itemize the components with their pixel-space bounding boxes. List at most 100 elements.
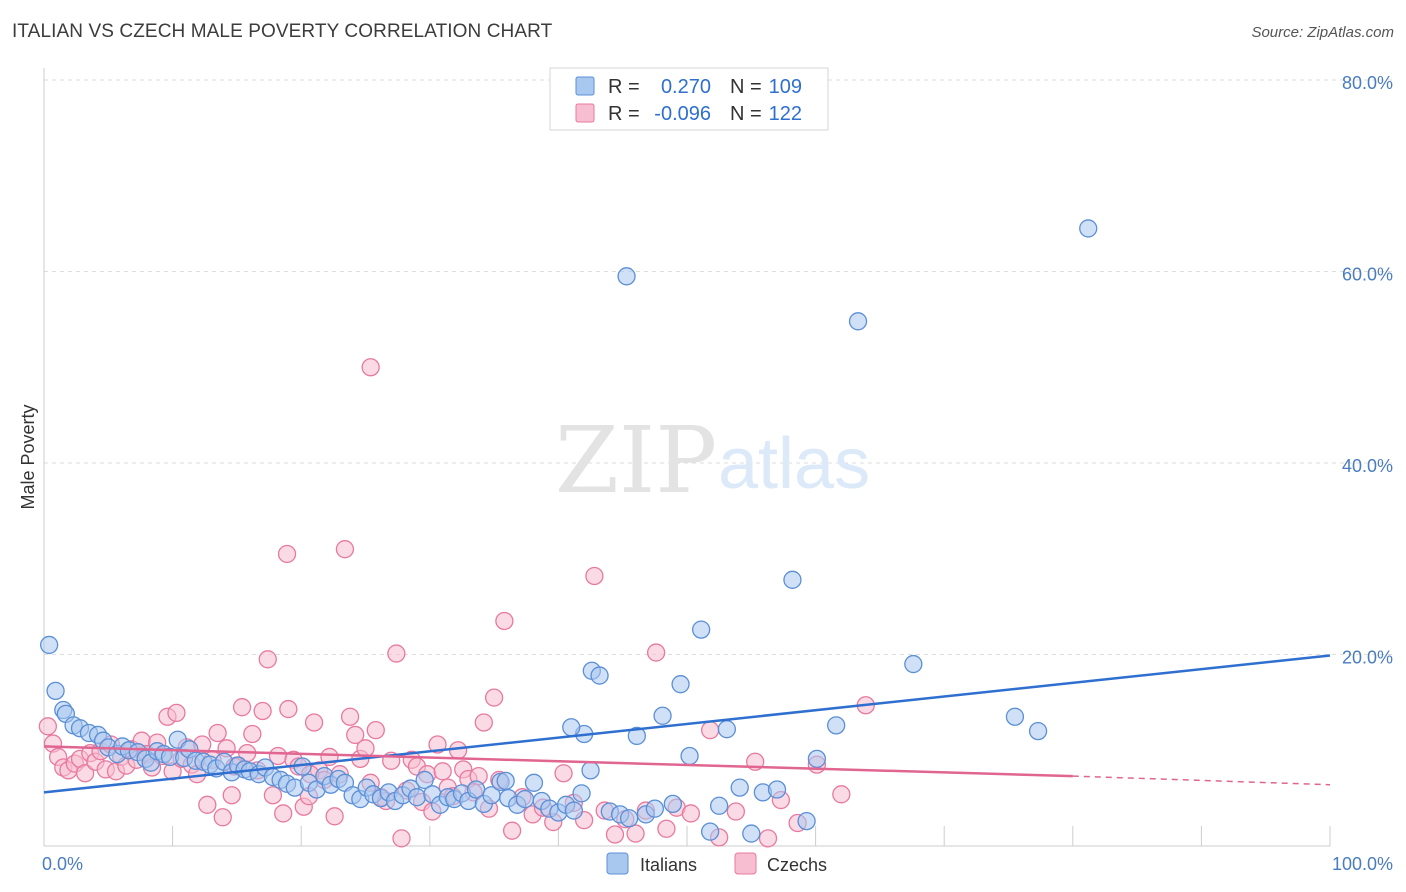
czechs-point-116 (832, 785, 851, 804)
czechs-point-38 (232, 698, 252, 717)
czechs-trend-extension (1072, 775, 1331, 786)
italians-trend-line (43, 654, 1331, 794)
czechs-point-52 (304, 713, 324, 732)
czechs-point-36 (222, 786, 241, 805)
chart-title: ITALIAN VS CZECH MALE POVERTY CORRELATIO… (12, 21, 553, 42)
grid-lines (44, 79, 1393, 655)
italians-point-93 (717, 720, 737, 739)
italians-point-77 (562, 718, 581, 737)
italians-point-54 (415, 770, 434, 790)
legend-n-value-czechs: 122 (769, 103, 802, 125)
czechs-point-46 (274, 804, 293, 823)
bottom-legend: Italians Czechs (606, 852, 827, 875)
italians-point-104 (1005, 707, 1025, 726)
bottom-legend-swatch-czechs (734, 852, 757, 875)
legend-box: R = 0.270 N = 109 R = -0.096 N = 122 (549, 67, 829, 131)
czechs-point-68 (387, 644, 406, 663)
czechs-point-89 (495, 611, 514, 631)
czechs-point-104 (646, 643, 666, 662)
italians-point-1 (46, 681, 65, 701)
czechs-point-69 (392, 829, 411, 848)
czechs-point-118 (277, 544, 297, 564)
legend-n-label-czechs: N = (730, 103, 762, 125)
bottom-legend-italians: Italians (640, 855, 697, 875)
czechs-point-64 (366, 720, 385, 740)
czechs-point-58 (335, 540, 355, 559)
italians-point-94 (730, 778, 749, 797)
y-tick-label-20: 20.0% (1342, 648, 1393, 668)
czechs-point-95 (554, 764, 573, 783)
czechs-point-31 (198, 795, 217, 814)
y-tick-label-40: 40.0% (1342, 456, 1393, 476)
czechs-point-112 (758, 829, 778, 848)
italians-point-89 (680, 746, 699, 766)
czechs-point-33 (208, 723, 227, 743)
italians-point-98 (783, 570, 802, 589)
czechs-point-59 (340, 707, 360, 726)
italians-point-68 (524, 773, 544, 792)
czechs-point-42 (253, 701, 272, 721)
italians-point-108 (496, 771, 515, 791)
y-tick-label-60: 60.0% (1342, 265, 1393, 285)
czechs-point-108 (700, 720, 720, 740)
italians-point-92 (710, 796, 729, 815)
italians-point-87 (663, 794, 683, 814)
czechs-point-25 (167, 703, 186, 723)
legend-frame (549, 67, 829, 131)
czechs-point-40 (243, 724, 262, 744)
czechs-trend-line (43, 745, 1073, 778)
legend-r-label-italians: R = (608, 76, 640, 98)
italians-point-101 (827, 716, 846, 735)
italians-point-106 (1079, 219, 1098, 238)
italians-point-0 (39, 635, 59, 655)
czechs-point-110 (726, 802, 746, 821)
legend-swatch-italians (575, 76, 595, 96)
watermark-atlas: atlas (718, 424, 870, 504)
legend-r-value-italians: 0.270 (661, 76, 711, 98)
czechs-point-105 (657, 819, 676, 838)
y-tick-labels: 20.0% 40.0% 60.0% 80.0% (1342, 73, 1393, 668)
italians-point-82 (619, 809, 639, 828)
czechs-point-85 (474, 713, 493, 732)
italians-point-103 (904, 654, 923, 674)
czechs-point-60 (346, 725, 365, 745)
italians-point-95 (742, 824, 761, 843)
italians-point-107 (617, 267, 636, 286)
czechs-point-90 (502, 821, 522, 840)
x-tick-label-max: 100.0% (1332, 854, 1393, 874)
czechs-point-80 (448, 741, 468, 760)
czechs-point-102 (626, 824, 645, 843)
italians-point-105 (1028, 721, 1048, 741)
italians-point-91 (700, 822, 720, 841)
legend-n-label-italians: N = (730, 76, 762, 98)
legend-n-value-italians: 109 (769, 76, 802, 98)
italians-point-73 (564, 801, 583, 820)
italians-point-75 (581, 761, 600, 780)
czechs-point-76 (428, 735, 447, 754)
italians-point-99 (797, 811, 816, 831)
bottom-legend-swatch-italians (606, 852, 629, 875)
legend-r-label-czechs: R = (608, 103, 640, 125)
czechs-point-44 (263, 786, 283, 805)
legend-r-value-czechs: -0.096 (654, 103, 711, 125)
source-credit: Source: ZipAtlas.com (1251, 24, 1394, 41)
italians-points (39, 219, 1098, 843)
italians-point-90 (691, 620, 711, 639)
italians-point-74 (572, 784, 591, 803)
legend-swatch-czechs (575, 103, 595, 123)
czechs-point-107 (681, 804, 701, 823)
czechs-point-34 (213, 808, 232, 827)
czechs-point-47 (279, 699, 298, 719)
italians-point-100 (807, 749, 827, 769)
czechs-point-119 (361, 358, 380, 377)
y-axis-label: Male Poverty (18, 404, 38, 509)
y-tick-label-80: 80.0% (1342, 73, 1393, 93)
italians-point-53 (407, 788, 427, 807)
italians-point-79 (590, 666, 609, 685)
czechs-point-56 (325, 807, 344, 826)
trend-lines (43, 654, 1331, 794)
czechs-point-77 (433, 762, 452, 781)
italians-point-102 (848, 312, 868, 331)
italians-point-97 (767, 780, 787, 799)
